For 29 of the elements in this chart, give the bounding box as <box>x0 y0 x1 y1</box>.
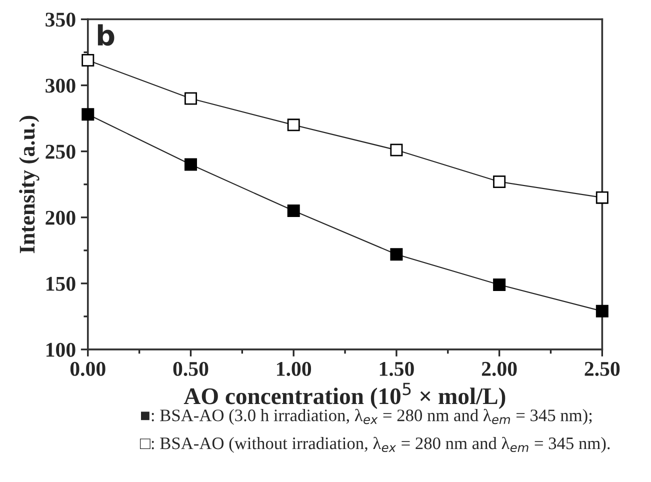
point <box>287 118 300 132</box>
text: □: BSA-AO (without irradiation, λ$_{ex}$ = 280 nm and λ$_{em}$ = 345 nm). <box>140 436 610 453</box>
y-tick-label: 100 <box>46 342 76 357</box>
x-tick-label: 2.50 <box>584 362 620 376</box>
y-axis-title: Intensity (a.u.) <box>19 116 40 254</box>
point <box>82 54 94 66</box>
point <box>493 175 506 188</box>
x-tick-label: 2.00 <box>482 362 517 376</box>
point <box>390 248 403 261</box>
point <box>287 204 300 218</box>
x-tick-label: 1.50 <box>380 362 414 376</box>
y-tick-label: 350 <box>46 12 76 27</box>
x-axis-title: AO concentration (10$^{5}$ × mol/L) <box>184 382 506 410</box>
y-tick-label: 200 <box>46 210 76 225</box>
annotation: b <box>98 24 114 46</box>
text: ■: BSA-AO (3.0 h irradiation, λ$_{ex}$ = 280 nm and λ$_{em}$ = 345 nm); <box>141 408 592 425</box>
y-tick-label: 300 <box>46 78 76 93</box>
point <box>390 144 403 156</box>
y-tick-label: 150 <box>46 276 76 291</box>
point <box>596 191 608 204</box>
point <box>184 92 197 105</box>
x-tick-label: 0.50 <box>173 362 208 376</box>
point <box>82 108 94 121</box>
point <box>184 158 197 171</box>
x-tick-label: 1.00 <box>277 362 312 376</box>
point <box>493 278 506 291</box>
x-tick-label: 0.00 <box>70 362 106 376</box>
y-tick-label: 250 <box>46 144 76 159</box>
point <box>596 304 608 318</box>
